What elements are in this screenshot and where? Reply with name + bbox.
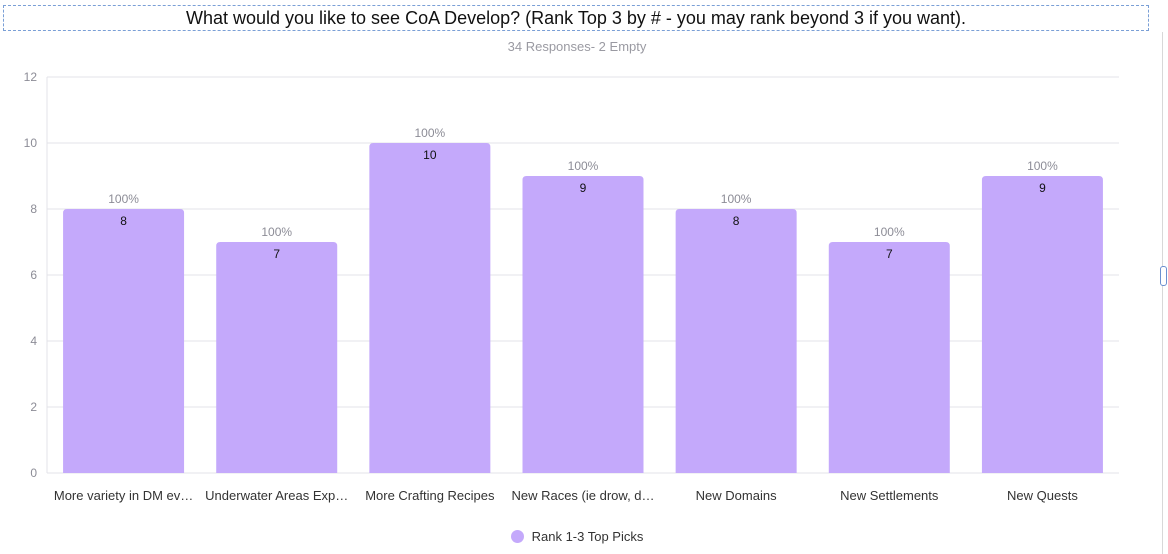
bar — [675, 209, 797, 473]
y-tick-label: 0 — [30, 466, 37, 480]
y-tick-label: 4 — [30, 334, 37, 348]
bar-value-label: 7 — [886, 247, 893, 261]
x-tick-label: Underwater Areas Exp… — [205, 488, 348, 503]
legend[interactable]: Rank 1-3 Top Picks — [0, 529, 1154, 544]
bar — [981, 176, 1103, 473]
chart-subtitle: 34 Responses- 2 Empty — [507, 39, 647, 54]
x-tick-label: New Settlements — [840, 488, 939, 503]
chart-title-box: What would you like to see CoA Develop? … — [3, 5, 1149, 31]
bar-percent-label: 100% — [261, 225, 292, 239]
bar — [369, 143, 491, 473]
x-tick-label: New Domains — [696, 488, 777, 503]
x-tick-label: New Races (ie drow, d… — [511, 488, 654, 503]
x-tick-label: More variety in DM ev… — [54, 488, 193, 503]
bar-percent-label: 100% — [874, 225, 905, 239]
bar-percent-label: 100% — [721, 192, 752, 206]
bar-value-label: 9 — [1039, 181, 1046, 195]
y-tick-label: 10 — [24, 136, 38, 150]
bar-value-label: 7 — [273, 247, 280, 261]
bar-percent-label: 100% — [568, 159, 599, 173]
bar-value-label: 8 — [733, 214, 740, 228]
y-tick-label: 12 — [24, 70, 38, 84]
bar — [216, 242, 338, 473]
bar-value-label: 10 — [423, 148, 437, 162]
scrollbar-handle[interactable] — [1160, 266, 1167, 286]
bar-percent-label: 100% — [108, 192, 139, 206]
bar-percent-label: 100% — [415, 126, 446, 140]
bar — [522, 176, 644, 473]
y-tick-label: 6 — [30, 268, 37, 282]
page-edge-divider — [1162, 32, 1163, 554]
y-tick-label: 8 — [30, 202, 37, 216]
chart-title: What would you like to see CoA Develop? … — [185, 7, 967, 28]
bar-value-label: 8 — [120, 214, 127, 228]
bar — [63, 209, 185, 473]
bar-value-label: 9 — [580, 181, 587, 195]
bar-chart: 0 2 4 6 8 10 12 100% 8 More variety in DM ev… 100%… — [24, 70, 1119, 503]
y-tick-label: 2 — [30, 400, 37, 414]
x-tick-label: More Crafting Recipes — [365, 488, 495, 503]
x-tick-label: New Quests — [1007, 488, 1078, 503]
bar-percent-label: 100% — [1027, 159, 1058, 173]
legend-label: Rank 1-3 Top Picks — [531, 529, 644, 544]
legend-swatch — [510, 530, 524, 543]
bar — [828, 242, 950, 473]
